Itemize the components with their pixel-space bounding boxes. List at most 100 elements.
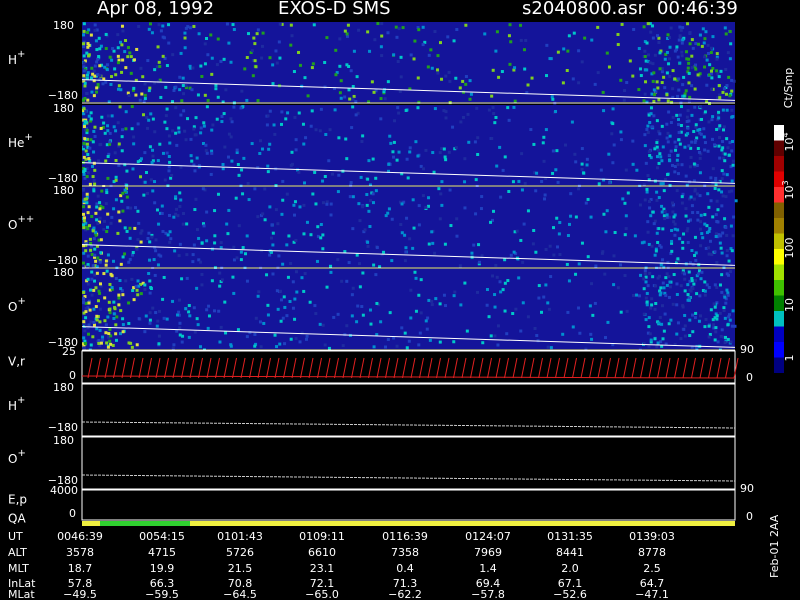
spectrogram-cell xyxy=(358,285,362,289)
spectrogram-cell xyxy=(556,245,560,249)
spectrogram-cell xyxy=(409,316,413,320)
spectrogram-cell xyxy=(126,46,130,50)
spectrogram-cell xyxy=(669,251,673,255)
spectrogram-cell xyxy=(672,203,676,207)
spectrogram-cell xyxy=(628,59,632,63)
spectrogram-cell xyxy=(411,198,415,202)
spectrogram-cell xyxy=(561,332,565,336)
vr-wave xyxy=(291,357,297,379)
spectrogram-cell xyxy=(451,125,455,129)
spectrogram-cell xyxy=(611,122,615,126)
spectrogram-cell xyxy=(128,257,132,261)
spectrogram-cell xyxy=(699,277,703,281)
spectrogram-cell xyxy=(593,82,597,86)
spectrogram-cell xyxy=(417,343,421,347)
spectrogram-cell xyxy=(293,115,297,119)
cell: 6610 xyxy=(308,546,336,559)
spectrogram-cell xyxy=(699,132,703,136)
spectrogram-cell xyxy=(664,342,668,346)
spectrogram-cell xyxy=(459,303,463,307)
spectrogram-cell xyxy=(494,49,498,53)
spectrogram-cell xyxy=(129,341,133,345)
spectrogram-cell xyxy=(84,249,88,253)
spectrogram-cell xyxy=(489,334,493,338)
spectrogram-cell xyxy=(82,251,86,255)
spectrogram-cell xyxy=(730,78,734,82)
spectrogram-cell xyxy=(193,169,197,173)
spectrogram-cell xyxy=(114,175,118,179)
spectrogram-cell xyxy=(120,289,124,293)
spectrogram-cell xyxy=(174,85,178,89)
spectrogram-cell xyxy=(683,145,687,149)
spectrogram-cell xyxy=(260,44,264,48)
spectrogram-cell xyxy=(162,316,166,320)
spectrogram-cell xyxy=(368,49,372,53)
spectrogram-cell xyxy=(105,63,109,67)
vr-wave xyxy=(444,357,450,379)
spectrogram-cell xyxy=(697,42,701,46)
spectrogram-cell xyxy=(98,344,102,348)
spectrogram-cell xyxy=(275,345,279,349)
spectrogram-cell xyxy=(92,94,96,98)
spectrogram-cell xyxy=(448,188,452,192)
spectrogram-cell xyxy=(153,273,157,277)
spectrogram-cell xyxy=(429,48,433,52)
spectrogram-cell xyxy=(337,136,341,140)
spectrogram-cell xyxy=(135,247,139,251)
spectrogram-cell xyxy=(653,219,657,223)
spectrogram-cell xyxy=(698,227,702,231)
spectrogram-cell xyxy=(512,105,516,109)
spectrogram-cell xyxy=(98,201,102,205)
spectrogram-cell xyxy=(687,119,691,123)
spectrogram-cell xyxy=(660,210,664,214)
spectrogram-cell xyxy=(413,39,417,43)
spectrogram-cell xyxy=(657,196,661,200)
spectrogram-cell xyxy=(726,323,730,327)
spectrogram-cell xyxy=(436,68,440,72)
spectrogram-cell xyxy=(453,290,457,294)
spectrogram-cell xyxy=(430,303,434,307)
spectrogram-cell xyxy=(86,145,90,149)
spectrogram-cell xyxy=(722,306,726,310)
spectrogram-cell xyxy=(552,226,556,230)
cell: 5726 xyxy=(226,546,254,559)
spectrogram-cell xyxy=(662,286,666,290)
spectrogram-cell xyxy=(190,88,194,92)
spectrogram-cell xyxy=(205,308,209,312)
spectrogram-cell xyxy=(549,57,553,61)
spectrogram-cell xyxy=(370,80,374,84)
spectrogram-cell xyxy=(167,41,171,45)
spectrogram-cell xyxy=(136,279,140,283)
spectrogram-cell xyxy=(108,55,112,59)
spectrogram-cell xyxy=(569,214,573,218)
spectrogram-cell xyxy=(132,58,136,62)
spectrogram-cell xyxy=(153,68,157,72)
spectrogram-cell xyxy=(678,61,682,65)
spectrogram-cell xyxy=(84,307,88,311)
spectrogram-cell xyxy=(92,69,96,73)
spectrogram-cell xyxy=(712,326,716,330)
cell: 71.3 xyxy=(393,577,418,590)
vr-wave xyxy=(266,357,271,379)
spectrogram-cell xyxy=(703,55,707,59)
y2-tick-label: 0 xyxy=(746,510,753,523)
spectrogram-cell xyxy=(263,187,267,191)
spectrogram-cell xyxy=(107,152,111,156)
spectrogram-cell xyxy=(605,51,609,55)
spectrogram-cell xyxy=(93,23,97,27)
spectrogram-cell xyxy=(278,56,282,60)
spectrogram-cell xyxy=(149,178,153,182)
lower-panel xyxy=(81,436,736,490)
spectrogram-cell xyxy=(677,123,681,127)
spectrogram-cell xyxy=(633,234,637,238)
spectrogram-cell xyxy=(92,178,96,182)
spectrogram-cell xyxy=(603,272,607,276)
cell: 70.8 xyxy=(228,577,253,590)
spectrogram-cell xyxy=(347,64,351,68)
spectrogram-cell xyxy=(382,250,386,254)
spectrogram-cell xyxy=(670,241,674,245)
cell: −62.2 xyxy=(388,588,422,600)
spectrogram-cell xyxy=(494,115,498,119)
spectrogram-cell xyxy=(85,197,89,201)
spectrogram-cell xyxy=(647,178,651,182)
